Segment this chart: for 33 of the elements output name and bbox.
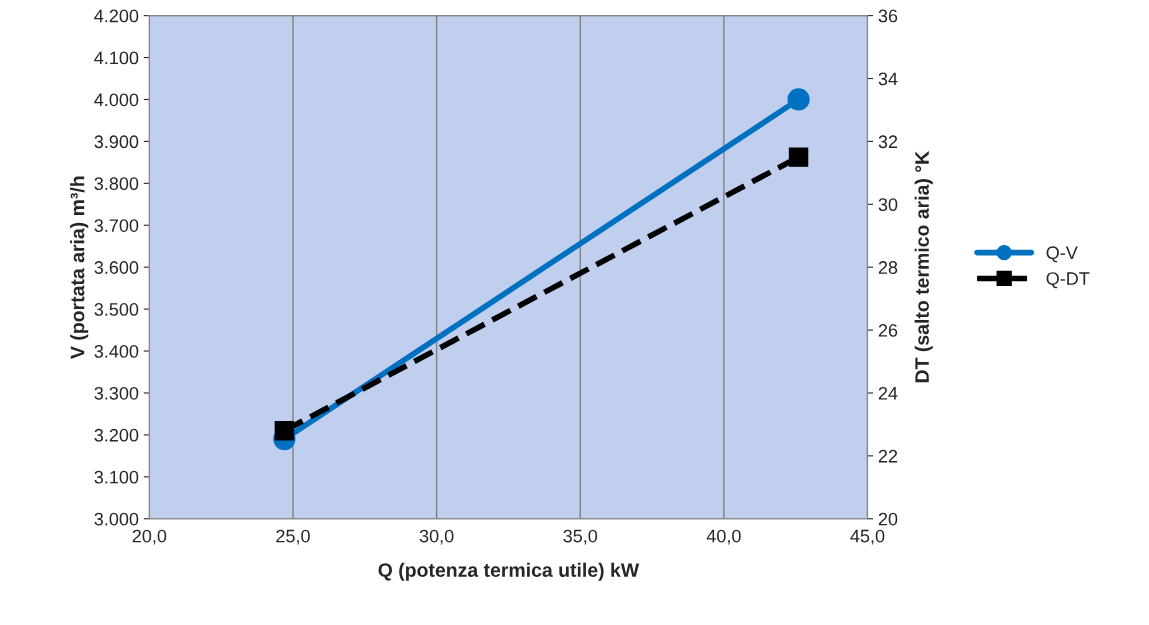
x-axis-title: Q (potenza termica utile) kW <box>378 562 640 581</box>
y-tick-label: 3.500 <box>94 303 139 316</box>
legend-label: Q-DT <box>1046 272 1090 289</box>
y2-axis-title: DT (salto termico aria) °K <box>914 151 933 383</box>
y2-tick-label: 32 <box>878 135 898 149</box>
x-tick-label: 45,0 <box>850 529 885 545</box>
y-tick-label: 4.100 <box>94 51 139 65</box>
y2-tick-label: 24 <box>878 386 898 400</box>
y-tick-label: 3.200 <box>94 428 139 442</box>
y-tick-label: 3.000 <box>94 512 139 526</box>
y2-tick-label: 36 <box>878 9 898 23</box>
y2-tick-label: 34 <box>878 72 898 86</box>
x-tick-label: 30,0 <box>419 529 454 545</box>
x-tick-label: 25,0 <box>276 529 310 545</box>
y2-tick-label: 20 <box>878 512 898 526</box>
x-tick-label: 20,0 <box>132 529 167 545</box>
y-tick-label: 3.100 <box>94 470 139 484</box>
y-tick-label: 3.300 <box>94 386 139 400</box>
y-tick-label: 4.000 <box>94 93 139 107</box>
legend-label: Q-V <box>1046 246 1078 263</box>
y-tick-label: 3.800 <box>94 177 139 191</box>
x-tick-label: 35,0 <box>563 529 598 545</box>
y2-tick-label: 30 <box>878 198 898 212</box>
y-tick-label: 3.400 <box>94 344 139 358</box>
y2-tick-label: 26 <box>878 324 898 337</box>
y2-tick-label: 28 <box>878 261 898 274</box>
y-tick-label: 3.900 <box>94 135 139 149</box>
y-tick-label: 4.200 <box>94 9 139 23</box>
y2-tick-label: 22 <box>878 449 898 463</box>
y-tick-label: 3.700 <box>94 219 139 232</box>
y-tick-label: 3.600 <box>94 261 139 274</box>
x-tick-label: 40,0 <box>706 529 741 545</box>
y-axis-title: V (portata aria) m³/h <box>70 176 89 359</box>
